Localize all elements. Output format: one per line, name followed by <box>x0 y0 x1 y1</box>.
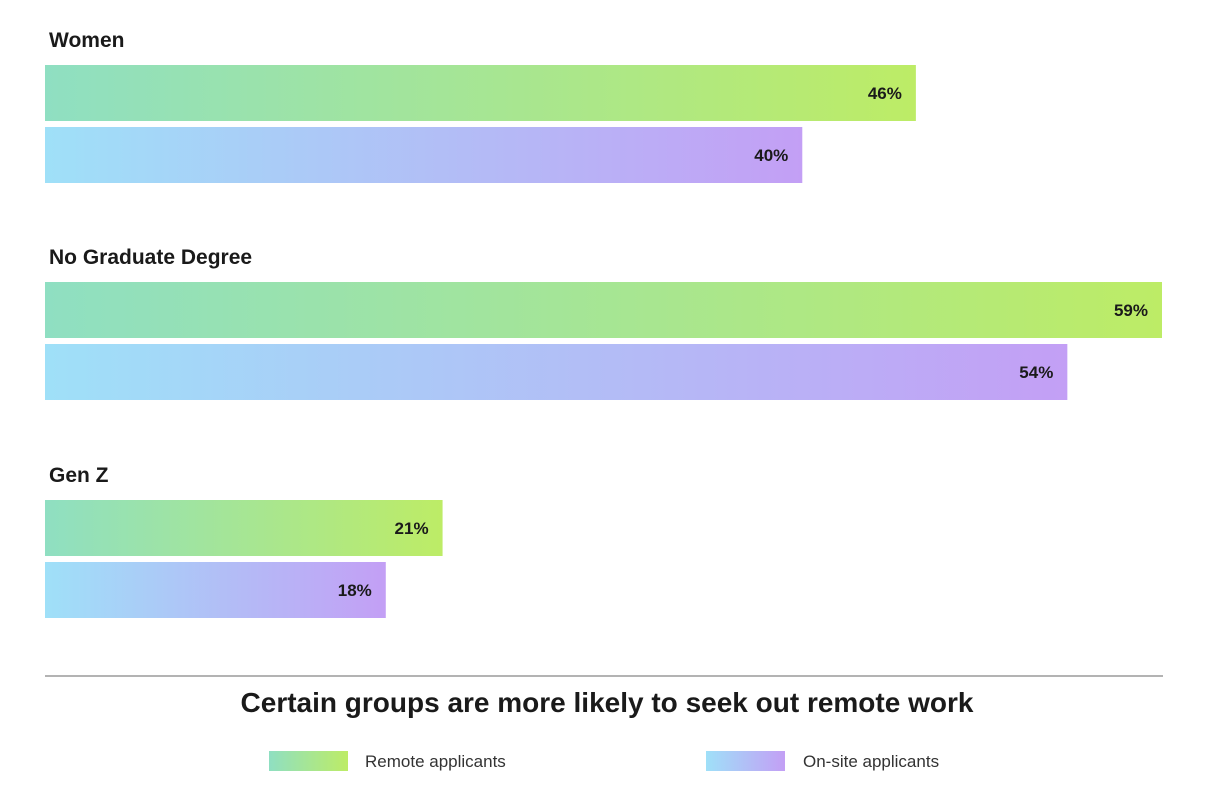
legend-label-on-site-applicants: On-site applicants <box>803 752 939 771</box>
category-label-gen-z: Gen Z <box>49 464 109 487</box>
bar-on-site-applicants-women <box>45 127 803 183</box>
value-label-on-site-applicants-women: 40% <box>754 146 788 165</box>
bars-layer: Women 46% 40% No Graduate Degree 59% 54% Gen Z… <box>45 29 1162 618</box>
bar-remote-applicants-no-graduate-degree <box>45 282 1162 338</box>
legend: Remote applicants On-site applicants <box>269 751 939 771</box>
legend-label-remote-applicants: Remote applicants <box>365 752 506 771</box>
chart-title: Certain groups are more likely to seek o… <box>241 687 974 718</box>
value-label-remote-applicants-no-graduate-degree: 59% <box>1114 301 1148 320</box>
bar-remote-applicants-women <box>45 65 916 121</box>
bar-on-site-applicants-gen-z <box>45 562 386 618</box>
category-label-no-graduate-degree: No Graduate Degree <box>49 246 252 269</box>
legend-swatch-on-site-applicants <box>706 751 785 771</box>
value-label-on-site-applicants-gen-z: 18% <box>338 581 372 600</box>
value-label-remote-applicants-gen-z: 21% <box>395 519 429 538</box>
value-label-on-site-applicants-no-graduate-degree: 54% <box>1019 363 1053 382</box>
value-label-remote-applicants-women: 46% <box>868 84 902 103</box>
bar-remote-applicants-gen-z <box>45 500 443 556</box>
category-label-women: Women <box>49 29 124 52</box>
bar-on-site-applicants-no-graduate-degree <box>45 344 1068 400</box>
legend-swatch-remote-applicants <box>269 751 348 771</box>
